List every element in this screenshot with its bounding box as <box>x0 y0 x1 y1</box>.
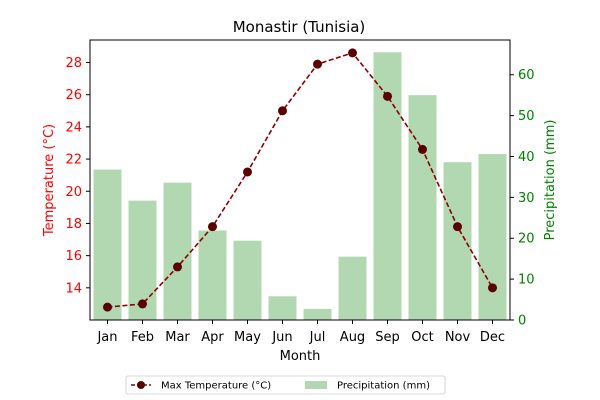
y-right-tick-label: 50 <box>518 109 535 124</box>
temperature-point-may <box>243 167 252 177</box>
legend-bar-swatch <box>305 381 327 389</box>
x-tick-label-may: May <box>234 330 261 345</box>
temperature-line-path <box>107 51 494 308</box>
temperature-point-mar <box>173 262 182 272</box>
precipitation-bar-mar <box>163 182 192 320</box>
x-tick-label-apr: Apr <box>201 330 224 345</box>
precipitation-bar-jul <box>303 308 332 320</box>
y-left-tick-label: 18 <box>65 217 82 232</box>
y-right-tick-label: 20 <box>518 232 535 247</box>
temperature-point-jun <box>278 106 287 116</box>
y-left-tick-label: 22 <box>65 153 82 168</box>
temperature-point-jan <box>103 302 112 312</box>
legend: Max Temperature (°C) Precipitation (mm) <box>125 375 446 395</box>
plot-frame <box>89 39 511 321</box>
y-left-tick-label: 16 <box>65 249 82 264</box>
x-axis: Jan Feb Mar Apr May Jun Jul Aug Sep Oct Nov Dec <box>96 320 505 345</box>
temperature-point-nov <box>453 222 462 232</box>
y-left-tick-label: 20 <box>65 185 82 200</box>
x-tick-label-oct: Oct <box>411 330 433 345</box>
precipitation-bar-jun <box>268 296 297 320</box>
legend-marker-swatch <box>137 381 145 389</box>
x-tick-label-jun: Jun <box>271 330 292 345</box>
y-left-tick-label: 28 <box>65 56 82 71</box>
temperature-point-apr <box>208 222 217 232</box>
precipitation-bar-apr <box>198 230 227 320</box>
legend-label-temperature: Max Temperature (°C) <box>161 381 271 392</box>
x-axis-title: Month <box>280 349 321 364</box>
x-tick-label-aug: Aug <box>340 330 365 345</box>
y-left-tick-label: 14 <box>65 281 82 296</box>
temperature-point-sep <box>383 91 392 101</box>
x-tick-label-sep: Sep <box>375 330 400 345</box>
y-axis-right-title: Precipitation (mm) <box>543 120 558 241</box>
y-left-tick-label: 26 <box>65 88 82 103</box>
legend-label-precipitation: Precipitation (mm) <box>337 381 430 392</box>
y-axis-left-title: Temperature (°C) <box>42 124 57 237</box>
legend-frame <box>125 375 446 395</box>
y-right-tick-label: 30 <box>518 191 535 206</box>
precipitation-bars <box>93 52 507 321</box>
precipitation-bar-nov <box>443 162 472 320</box>
x-tick-label-jan: Jan <box>96 330 117 345</box>
temperature-point-feb <box>138 299 147 309</box>
precipitation-bar-aug <box>338 256 367 320</box>
x-tick-label-mar: Mar <box>165 330 190 345</box>
x-tick-label-feb: Feb <box>131 330 154 345</box>
x-tick-label-jul: Jul <box>309 330 326 345</box>
temperature-point-jul <box>313 59 322 69</box>
precipitation-bar-dec <box>478 154 507 320</box>
y-right-tick-label: 60 <box>518 68 535 83</box>
precipitation-bar-oct <box>408 95 437 321</box>
y-right-tick-label: 40 <box>518 150 535 165</box>
chart-title: Monastir (Tunisia) <box>233 18 366 36</box>
y-axis-left: 14 16 18 20 22 24 26 28 <box>65 56 90 296</box>
precipitation-bar-jan <box>93 169 122 320</box>
temperature-point-dec <box>488 283 497 293</box>
y-left-tick-label: 24 <box>65 120 82 135</box>
y-right-tick-label: 0 <box>518 314 526 329</box>
temperature-point-oct <box>418 144 427 154</box>
x-tick-label-nov: Nov <box>445 330 471 345</box>
y-axis-right: 0 10 20 30 40 50 60 <box>510 68 535 329</box>
temperature-line <box>103 48 497 312</box>
precipitation-bar-may <box>233 240 262 320</box>
x-tick-label-dec: Dec <box>480 330 505 345</box>
y-right-tick-label: 10 <box>518 273 535 288</box>
temperature-point-aug <box>348 48 357 58</box>
